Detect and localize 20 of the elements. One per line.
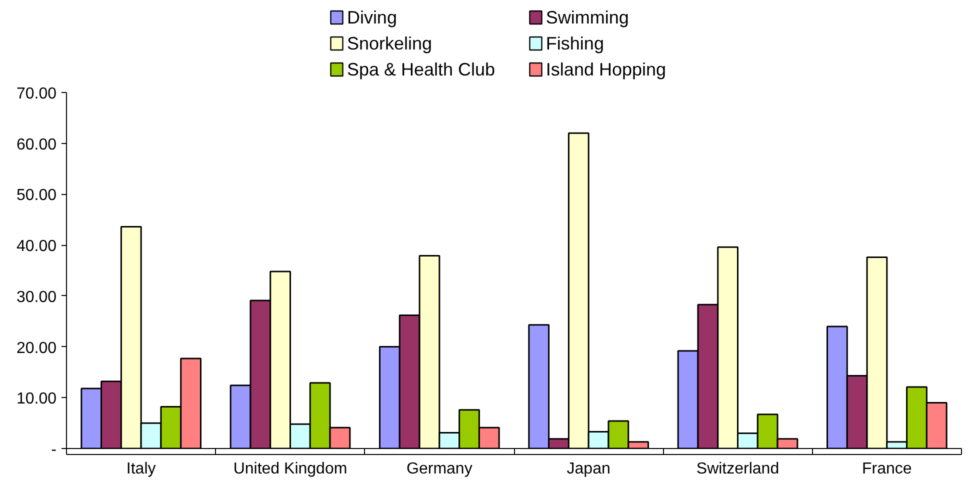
legend-label: Snorkeling — [346, 34, 432, 54]
legend-label: Swimming — [546, 8, 629, 28]
y-tick-label: 70.00 — [16, 86, 57, 102]
x-tick-label: Germany — [406, 460, 472, 478]
y-tick-label: - — [51, 442, 56, 458]
legend-label: Fishing — [546, 34, 604, 54]
y-tick-label: 10.00 — [16, 390, 57, 408]
x-tick-label: United Kingdom — [233, 460, 348, 478]
y-tick-label: 60.00 — [16, 136, 57, 154]
x-tick-label: France — [862, 460, 912, 478]
y-tick-label: 40.00 — [16, 238, 57, 256]
y-tick-label: 30.00 — [16, 288, 57, 306]
legend-label: Diving — [346, 8, 397, 28]
legend-label: Spa & Health Club — [346, 60, 496, 80]
y-tick-label: 50.00 — [16, 187, 57, 204]
x-tick-label: Italy — [126, 460, 156, 478]
legend-label: Island Hopping — [546, 60, 666, 80]
x-tick-label: Japan — [566, 460, 610, 478]
y-tick-label: 20.00 — [16, 340, 57, 357]
x-tick-label: Switzerland — [696, 460, 780, 478]
